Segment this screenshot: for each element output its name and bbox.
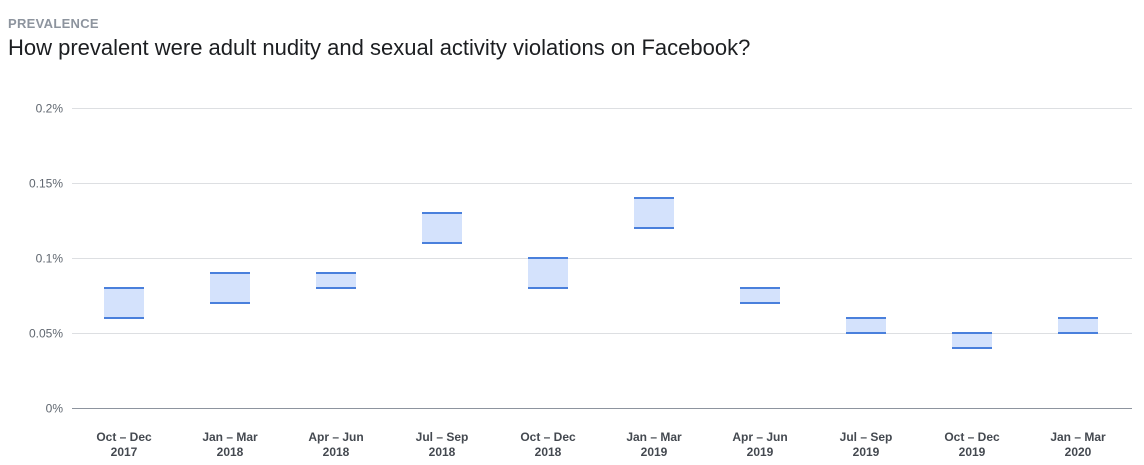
x-tick-label-year: 2018 [535, 445, 562, 459]
range-bar-9 [1058, 318, 1098, 333]
x-tick-label-year: 2018 [217, 445, 244, 459]
x-tick-label-year: 2019 [641, 445, 668, 459]
x-tick-label-period: Jan – Mar [626, 430, 682, 444]
chart-title: How prevalent were adult nudity and sexu… [8, 35, 751, 60]
y-tick-label: 0.1% [36, 252, 64, 266]
x-tick-label-period: Jul – Sep [416, 430, 469, 444]
x-tick-label-year: 2019 [747, 445, 774, 459]
x-tick-label-period: Oct – Dec [944, 430, 1000, 444]
section-eyebrow: PREVALENCE [8, 16, 99, 31]
y-tick-label: 0.2% [36, 102, 64, 116]
x-tick-label-year: 2017 [111, 445, 138, 459]
range-bar-7 [846, 318, 886, 333]
range-bar-6 [740, 288, 780, 303]
range-bar-4 [528, 258, 568, 288]
range-bar-0 [104, 288, 144, 318]
y-tick-label: 0.15% [29, 177, 63, 191]
range-bar-1 [210, 273, 250, 303]
y-tick-label: 0.05% [29, 327, 63, 341]
x-tick-label-year: 2019 [853, 445, 880, 459]
x-tick-label-period: Jul – Sep [840, 430, 893, 444]
x-tick-label-period: Apr – Jun [308, 430, 363, 444]
y-tick-label: 0% [46, 402, 64, 416]
range-bar-2 [316, 273, 356, 288]
x-tick-label-period: Oct – Dec [520, 430, 576, 444]
x-tick-label-year: 2018 [429, 445, 456, 459]
x-tick-label-period: Oct – Dec [96, 430, 152, 444]
range-bar-3 [422, 213, 462, 243]
x-tick-label-period: Jan – Mar [1050, 430, 1106, 444]
range-bar-5 [634, 198, 674, 228]
x-tick-label-period: Apr – Jun [732, 430, 787, 444]
x-tick-label-year: 2020 [1065, 445, 1092, 459]
range-bar-8 [952, 333, 992, 348]
x-tick-label-year: 2018 [323, 445, 350, 459]
x-tick-label-year: 2019 [959, 445, 986, 459]
x-tick-label-period: Jan – Mar [202, 430, 258, 444]
